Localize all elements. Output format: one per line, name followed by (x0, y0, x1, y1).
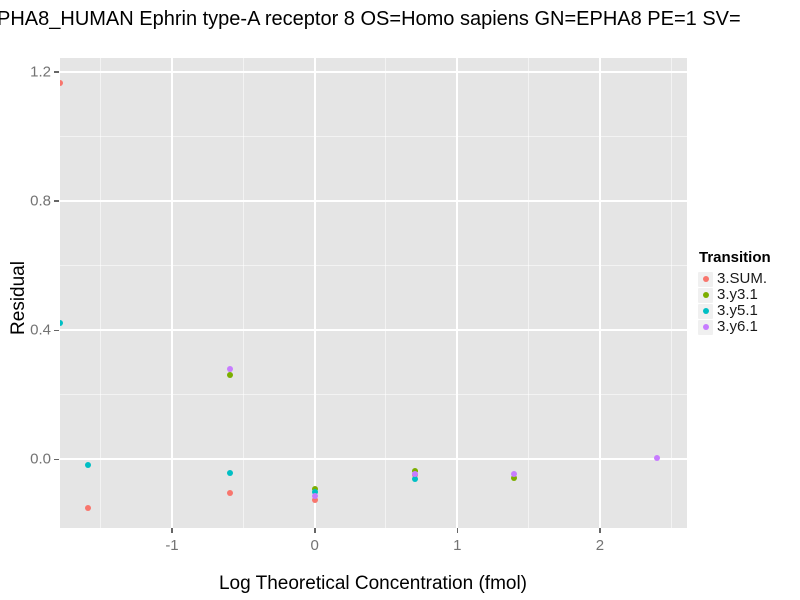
legend-key (698, 287, 713, 303)
x-axis-tick (456, 528, 459, 533)
legend-key (698, 303, 713, 319)
data-point (227, 490, 234, 497)
y-axis-tick (54, 329, 59, 332)
y-axis-tick (54, 71, 59, 73)
legend-item-label: 3.SUM. (717, 270, 768, 287)
data-point (411, 475, 418, 482)
legend-item-label: 3.y5.1 (717, 302, 758, 319)
data-point (84, 504, 91, 511)
legend-title: Transition (699, 249, 771, 266)
x-tick-label: 1 (453, 537, 462, 554)
plot-title: PHA8_HUMAN Ephrin type-A receptor 8 OS=H… (0, 8, 741, 30)
x-axis-tick (314, 528, 316, 533)
major-gridline-h (60, 458, 687, 461)
minor-gridline-v (528, 58, 530, 528)
minor-gridline-v (242, 58, 244, 528)
x-tick-label: 2 (595, 537, 605, 554)
legend-item: 3.y3.1 (697, 287, 771, 303)
legend-items: 3.SUM. 3.y3.1 3.y5.1 3.y6.1 (697, 271, 771, 335)
legend-item-label: 3.y3.1 (717, 286, 758, 303)
minor-gridline-h (60, 265, 687, 267)
legend-item: 3.SUM. (697, 271, 771, 287)
x-axis-tick (171, 528, 173, 533)
legend-dot (702, 276, 709, 282)
plot-panel (60, 58, 687, 528)
major-gridline-v (170, 58, 173, 528)
minor-gridline-h (60, 394, 687, 396)
x-axis-title: Log Theoretical Concentration (fmol) (218, 573, 528, 594)
major-gridline-h (60, 199, 687, 202)
major-gridline-h (60, 329, 687, 332)
y-axis-tick (54, 458, 59, 461)
data-point (60, 320, 63, 327)
legend-item: 3.y5.1 (697, 303, 771, 319)
major-gridline-v (456, 58, 459, 528)
legend-key (698, 319, 713, 335)
minor-gridline-v (670, 58, 672, 528)
data-point (84, 461, 91, 468)
legend-item-label: 3.y6.1 (717, 318, 758, 335)
data-point (227, 371, 234, 378)
x-tick-label: -1 (165, 537, 179, 554)
data-point (411, 471, 418, 478)
minor-gridline-v (100, 58, 102, 528)
data-point (311, 489, 318, 496)
x-tick-label: 0 (310, 537, 319, 554)
y-axis-tick (54, 200, 59, 202)
y-tick-label: 0.4 (30, 321, 51, 339)
y-axis-title: Residual (8, 261, 29, 335)
data-point (511, 474, 518, 481)
minor-gridline-v (385, 58, 387, 528)
data-point (311, 496, 318, 503)
data-point (654, 454, 661, 461)
y-tick-label: 1.2 (30, 63, 51, 81)
minor-gridline-h (60, 135, 687, 137)
legend-dot (702, 292, 709, 298)
data-point (227, 366, 234, 373)
data-point (227, 470, 234, 477)
legend-dot (702, 308, 709, 314)
y-tick-label: 0.0 (30, 450, 51, 468)
legend: Transition 3.SUM. 3.y3.1 3.y5.1 3.y6.1 (697, 249, 771, 335)
legend-dot (702, 324, 709, 330)
data-point (60, 79, 63, 86)
x-axis-tick (599, 528, 601, 533)
legend-key (698, 271, 713, 287)
major-gridline-v (313, 58, 316, 528)
major-gridline-h (60, 70, 687, 73)
y-tick-label: 0.8 (30, 192, 51, 210)
major-gridline-v (598, 58, 601, 528)
data-point (311, 492, 318, 499)
legend-item: 3.y6.1 (697, 319, 771, 335)
data-point (511, 471, 518, 478)
